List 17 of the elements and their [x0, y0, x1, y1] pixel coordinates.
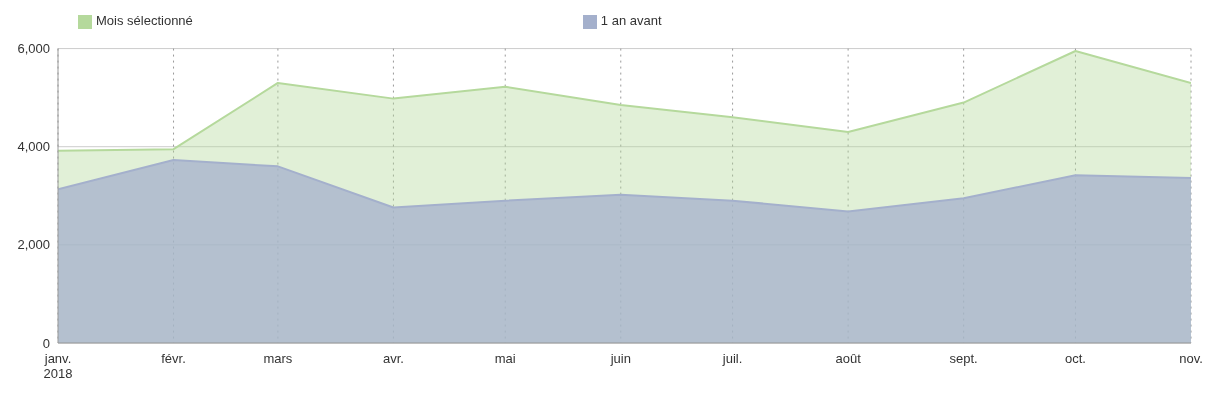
x-tick-label: oct. — [1064, 351, 1086, 366]
x-tick-label: mai — [494, 351, 516, 366]
x-tick-label: avr. — [382, 351, 404, 366]
x-tick-label: sept. — [949, 351, 978, 366]
x-tick-label: juil. — [721, 351, 743, 366]
x-tick-label: juin — [609, 351, 631, 366]
legend-label: Mois sélectionné — [96, 13, 193, 28]
x-tick-label: mars — [263, 351, 293, 366]
y-tick-label: 2,000 — [17, 237, 50, 253]
y-tick-label: 4,000 — [17, 139, 50, 155]
x-tick-label: févr. — [161, 351, 186, 366]
y-tick-label: 0 — [42, 335, 50, 351]
legend-label: 1 an avant — [600, 13, 662, 28]
x-tick-label: janv. 2018 — [43, 351, 73, 381]
y-tick-label: 6,000 — [17, 41, 50, 57]
x-tick-label: août — [835, 351, 862, 366]
x-tick-label: nov. — [1179, 351, 1203, 366]
